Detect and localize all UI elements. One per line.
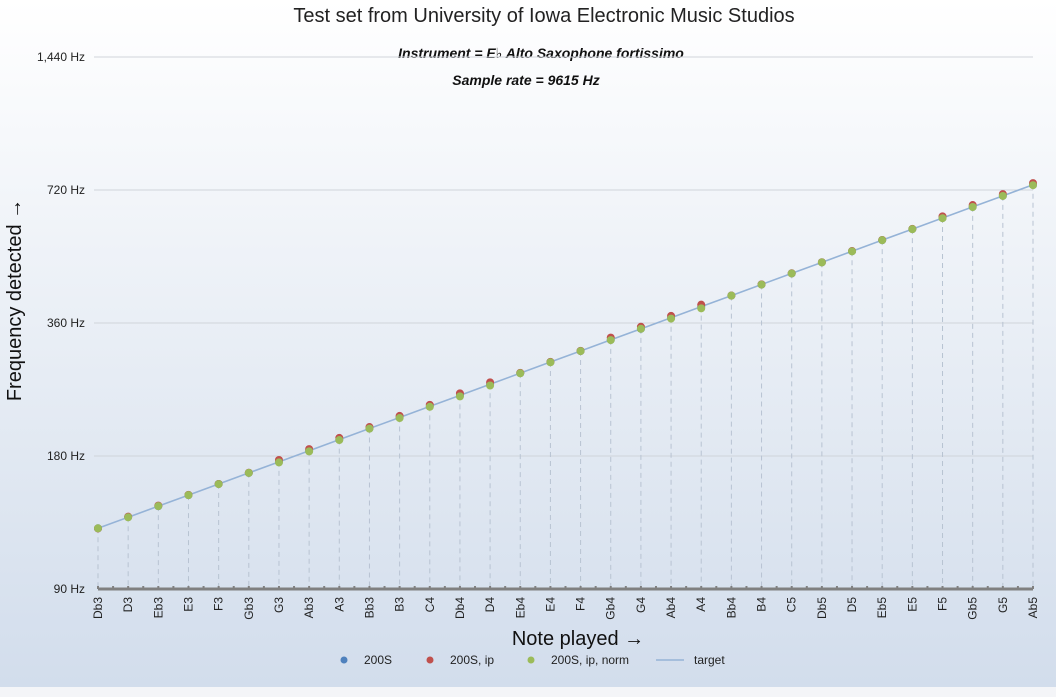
x-tick-label: C4	[423, 597, 437, 613]
point-200s-ip-norm	[848, 247, 857, 256]
drop-lines	[97, 184, 1034, 589]
x-tick-label: A4	[694, 597, 708, 612]
legend-marker	[426, 656, 434, 664]
point-200s-ip-norm	[516, 369, 525, 378]
legend: 200S 200S, ip 200S, ip, norm target	[340, 653, 725, 667]
y-tick-label: 720 Hz	[47, 183, 85, 197]
point-200s-ip-norm	[817, 258, 826, 267]
x-axis-ticks: Db3 D3 Eb3 E3 F3 Gb3 G3 Ab3 A3 Bb3 B3 C4 Db4 D4 Eb4 E4 F…	[91, 597, 1040, 620]
x-tick-label: E4	[543, 597, 557, 612]
x-tick-label: Bb3	[362, 597, 376, 619]
grid	[94, 56, 1033, 457]
x-tick-label: Gb5	[966, 597, 980, 620]
x-tick-label: Ab4	[664, 597, 678, 619]
y-tick-label: 1,440 Hz	[37, 50, 85, 64]
x-tick-label: Ab3	[302, 597, 316, 619]
point-200s-ip-norm	[486, 381, 495, 390]
x-tick-label: E3	[181, 597, 195, 612]
target-line-group	[97, 183, 1034, 530]
instrument-annotation: Instrument = E♭ Alto Saxophone fortissim…	[398, 45, 684, 61]
x-tick-label: Eb4	[513, 597, 527, 619]
point-200s-ip-norm	[184, 491, 193, 500]
point-200s-ip-norm	[395, 414, 404, 423]
x-tick-label: D5	[845, 597, 859, 613]
point-200s-ip-norm	[697, 304, 706, 313]
point-200s-ip-norm	[455, 392, 464, 401]
y-tick-label: 90 Hz	[54, 582, 85, 596]
point-200s-ip-norm	[576, 347, 585, 356]
x-tick-label: B4	[755, 597, 769, 612]
point-200s-ip-norm	[998, 191, 1007, 200]
x-tick-label: C5	[785, 597, 799, 613]
x-tick-label: G5	[996, 597, 1010, 613]
point-200s-ip-norm	[636, 324, 645, 333]
y-axis-title: Frequency detected →	[4, 199, 26, 401]
point-200s-ip-norm	[365, 424, 374, 433]
point-200s-ip-norm	[425, 402, 434, 411]
point-200s-ip-norm	[274, 458, 283, 467]
x-tick-label: F3	[212, 597, 226, 611]
x-tick-label: Bb4	[724, 597, 738, 619]
legend-label: 200S	[364, 653, 392, 667]
legend-label: 200S, ip, norm	[551, 653, 629, 667]
x-tick-label: Eb3	[151, 597, 165, 619]
x-tick-label: A3	[332, 597, 346, 612]
x-tick-label: Gb4	[604, 597, 618, 620]
legend-label: 200S, ip	[450, 653, 494, 667]
point-200s-ip-norm	[727, 291, 736, 300]
point-200s-ip-norm	[606, 336, 615, 345]
point-200s-ip-norm	[335, 436, 344, 445]
point-200s-ip-norm	[757, 280, 766, 289]
x-tick-label: Db5	[815, 597, 829, 619]
y-axis-ticks: 90 Hz 180 Hz 360 Hz 720 Hz 1,440 Hz	[37, 50, 85, 596]
point-200s-ip-norm	[94, 524, 102, 533]
chart-title: Test set from University of Iowa Electro…	[293, 5, 794, 27]
point-200s-ip-norm	[154, 502, 163, 511]
x-tick-label: B3	[393, 597, 407, 612]
x-tick-label: Gb3	[242, 597, 256, 620]
x-tick-label: G3	[272, 597, 286, 613]
sample-rate-annotation: Sample rate = 9615 Hz	[452, 72, 599, 88]
point-200s-ip-norm	[1029, 181, 1037, 190]
x-tick-label: D3	[121, 597, 135, 613]
x-tick-label: Eb5	[875, 597, 889, 619]
point-200s-ip-norm	[667, 314, 676, 323]
y-tick-label: 180 Hz	[47, 449, 85, 463]
x-tick-label: Db4	[453, 597, 467, 619]
point-200s-ip-norm	[546, 358, 555, 367]
point-200s-ip-norm	[244, 468, 253, 477]
point-200s-ip-norm	[214, 480, 223, 489]
legend-marker	[527, 656, 535, 664]
x-axis-title: Note played →	[512, 628, 644, 650]
y-tick-label: 360 Hz	[47, 316, 85, 330]
points	[94, 179, 1037, 533]
x-tick-label: G4	[634, 597, 648, 613]
x-tick-label: F4	[574, 597, 588, 611]
x-tick-label: Ab5	[1026, 597, 1040, 619]
x-tick-label: F5	[936, 597, 950, 611]
point-200s-ip-norm	[124, 513, 133, 522]
point-200s-ip-norm	[908, 225, 917, 234]
point-200s-ip-norm	[787, 269, 796, 278]
legend-marker	[340, 656, 348, 664]
point-200s-ip-norm	[938, 214, 947, 223]
x-tick-label: D4	[483, 597, 497, 613]
point-200s-ip-norm	[305, 447, 314, 456]
point-200s-ip-norm	[878, 236, 887, 245]
x-tick-label: Db3	[91, 597, 105, 619]
point-200s-ip-norm	[968, 203, 977, 212]
target-line	[97, 183, 1034, 530]
legend-label: target	[694, 653, 725, 667]
x-axis	[97, 586, 1034, 591]
x-tick-label: E5	[905, 597, 919, 612]
